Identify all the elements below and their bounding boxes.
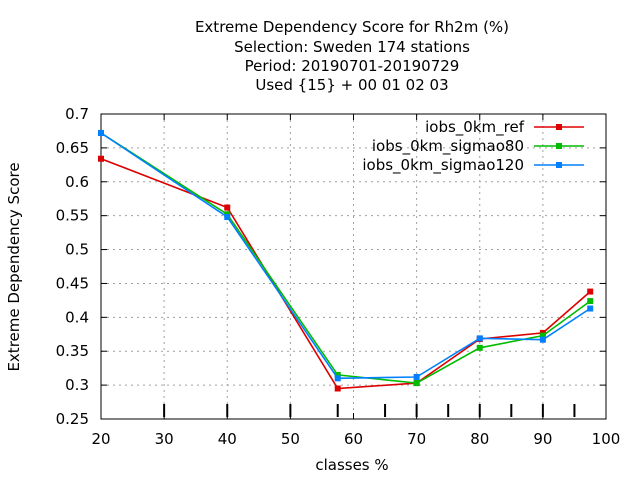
legend-entry: iobs_0km_ref (425, 118, 584, 137)
x-tick-label: 40 (218, 430, 237, 448)
series-3 (98, 129, 594, 382)
legend-label: iobs_0km_sigmao80 (372, 137, 524, 156)
grid (101, 114, 606, 419)
y-tick-label: 0.5 (65, 241, 89, 259)
y-tick-label: 0.45 (56, 274, 89, 292)
y-tick-label: 0.4 (65, 308, 89, 326)
series (98, 129, 594, 392)
data-point (334, 375, 341, 382)
data-point (334, 385, 341, 392)
data-point (587, 298, 594, 305)
data-point (413, 380, 420, 387)
data-point (334, 371, 341, 378)
y-tick-label: 0.35 (56, 342, 89, 360)
y-tick-label: 0.7 (65, 105, 89, 123)
legend-swatch-marker (556, 124, 562, 130)
y-tick-label: 0.25 (56, 410, 89, 428)
legend-label: iobs_0km_ref (425, 118, 525, 137)
data-point (587, 305, 594, 312)
x-tick-label: 70 (407, 430, 426, 448)
data-point (98, 155, 104, 162)
x-axis-label: classes % (315, 456, 388, 474)
title-line-2: Selection: Sweden 174 stations (234, 38, 470, 56)
series-1 (98, 155, 594, 392)
data-point (539, 336, 546, 343)
legend-swatch-marker (556, 162, 562, 168)
data-point (539, 332, 546, 339)
legend-entry: iobs_0km_sigmao80 (372, 137, 584, 156)
legend: iobs_0km_refiobs_0km_sigmao80iobs_0km_si… (362, 118, 584, 175)
data-point (413, 373, 420, 380)
legend-entry: iobs_0km_sigmao120 (362, 156, 584, 175)
plot-frame (100, 113, 607, 420)
title-line-4: Used {15} + 00 01 02 03 (255, 76, 448, 94)
y-tick-label: 0.65 (56, 139, 89, 157)
x-tick-label: 100 (592, 430, 621, 448)
x-tick-label: 90 (533, 430, 552, 448)
title-line-3: Period: 20190701-20190729 (245, 57, 460, 75)
data-point (587, 288, 594, 295)
y-axis-label: Extreme Dependency Score (5, 162, 23, 371)
y-tick-label: 0.3 (65, 376, 89, 394)
x-tick-label: 20 (91, 430, 110, 448)
chart-title: Extreme Dependency Score for Rh2m (%) Se… (195, 18, 509, 94)
axis-ticks: 0.25 0.3 0.35 0.4 0.45 0.5 0.55 0.6 0.65 0.7 20 30 4… (56, 105, 621, 448)
x-tick-label: 80 (470, 430, 489, 448)
legend-label: iobs_0km_sigmao120 (362, 156, 524, 175)
x-tick-label: 30 (155, 430, 174, 448)
data-point (476, 335, 483, 342)
data-point (98, 129, 104, 136)
y-tick-label: 0.55 (56, 207, 89, 225)
legend-swatch-marker (556, 143, 562, 149)
data-point (224, 204, 231, 211)
minor-ticks (163, 404, 576, 417)
title-line-1: Extreme Dependency Score for Rh2m (%) (195, 18, 509, 36)
y-tick-label: 0.6 (65, 173, 89, 191)
data-point (224, 214, 231, 221)
data-point (476, 344, 483, 351)
x-tick-label: 50 (281, 430, 300, 448)
x-tick-label: 60 (344, 430, 363, 448)
series-line (100, 157, 591, 390)
